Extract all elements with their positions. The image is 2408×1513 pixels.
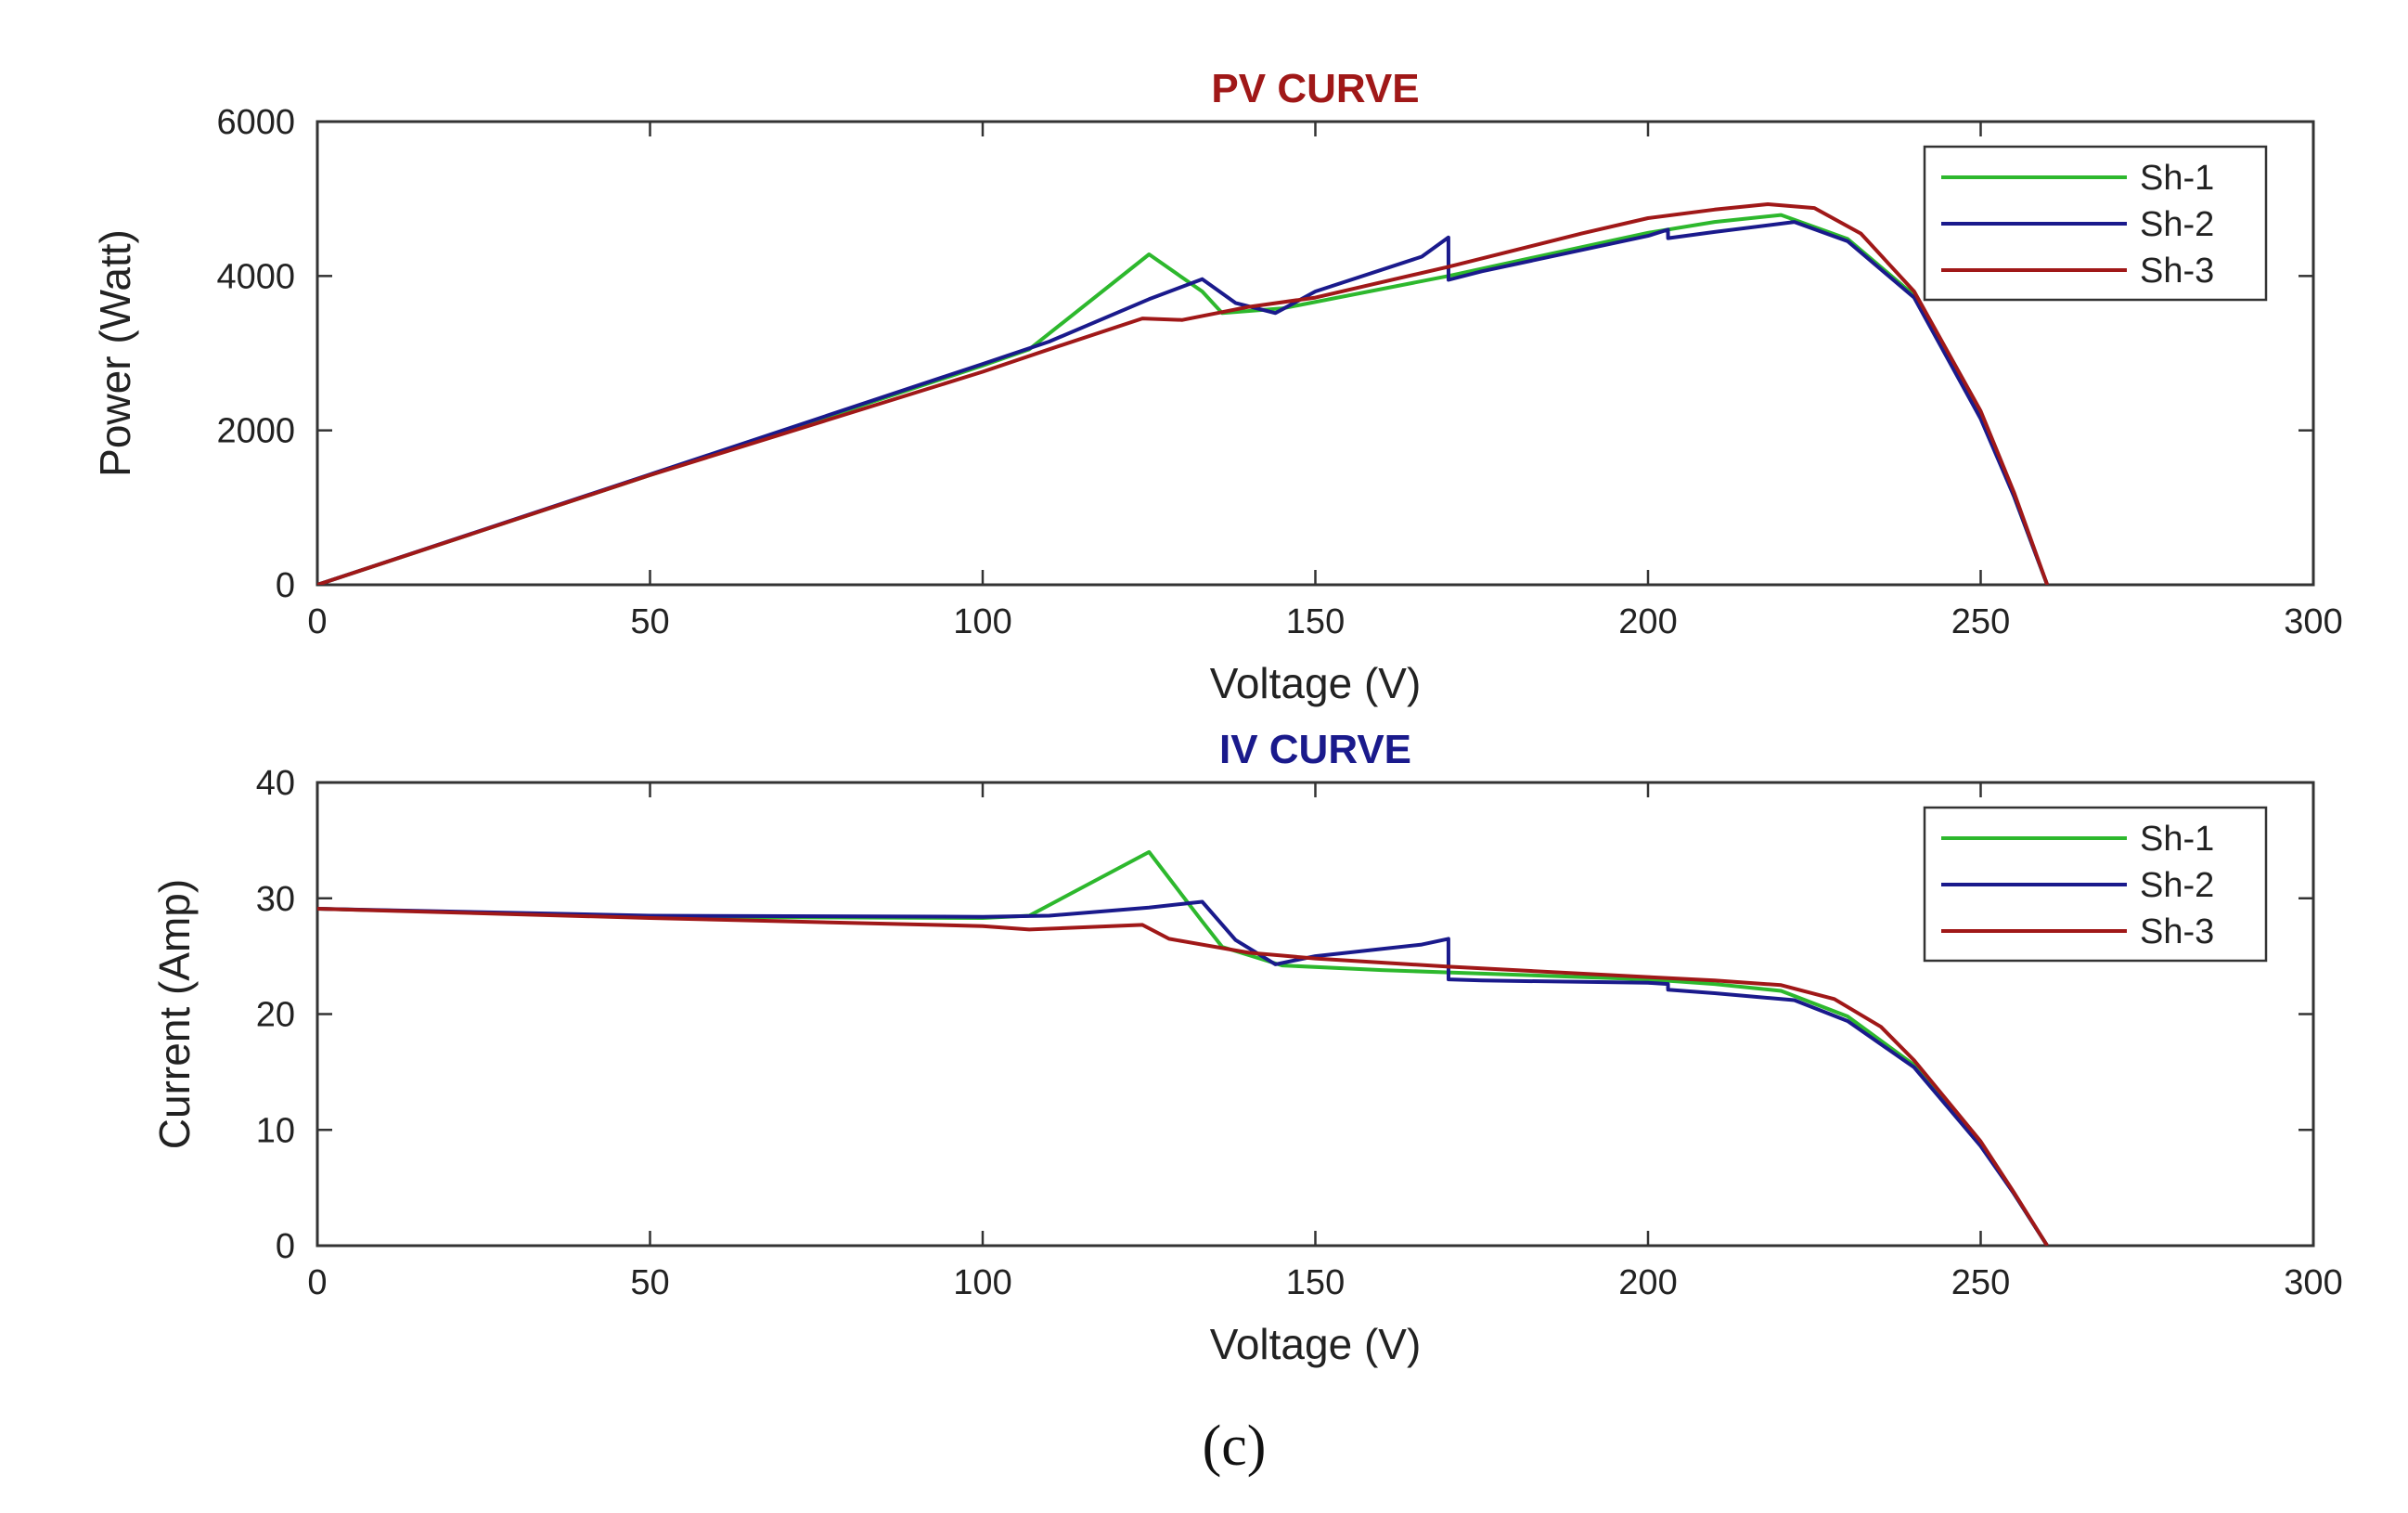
legend-label-sh-2: Sh-2 (2140, 866, 2214, 905)
y-tick-label: 20 (256, 996, 295, 1035)
x-axis-label: Voltage (V) (1210, 659, 1422, 707)
iv-curve-chart: 0 50 100 150 200 250 300 0 10 20 30 40 IV CURVE Volta… (150, 727, 2343, 1368)
legend-label-sh-1: Sh-1 (2140, 820, 2214, 859)
x-tick-label: 50 (630, 602, 669, 641)
legend-label-sh-2: Sh-2 (2140, 205, 2214, 244)
series-group (317, 202, 2050, 585)
x-tick-label: 200 (1618, 1263, 1677, 1302)
legend: Sh-1 Sh-2 Sh-3 (1923, 145, 2268, 302)
y-tick-label: 40 (256, 764, 295, 803)
y-tick-label: 0 (276, 1227, 295, 1266)
series-line-sh-2 (317, 220, 2050, 585)
y-tick-label: 10 (256, 1111, 295, 1150)
x-tick-label: 300 (2284, 602, 2342, 641)
y-tick-label: 0 (276, 566, 295, 605)
series-group (317, 849, 2049, 1246)
y-tick-label: 30 (256, 880, 295, 919)
legend: Sh-1 Sh-2 Sh-3 (1923, 806, 2268, 963)
x-axis-label: Voltage (V) (1210, 1320, 1422, 1368)
x-tick-label: 100 (953, 602, 1011, 641)
legend-label-sh-3: Sh-3 (2140, 252, 2214, 291)
x-tick-label: 250 (1951, 1263, 2010, 1302)
series-line-sh-3 (317, 907, 2049, 1246)
x-tick-label: 0 (307, 602, 327, 641)
y-tick-label: 4000 (216, 257, 295, 296)
y-axis-label: Power (Watt) (91, 229, 139, 477)
x-tick-label: 250 (1951, 602, 2010, 641)
chart-title: IV CURVE (1219, 727, 1411, 772)
x-tick-label: 100 (953, 1263, 1011, 1302)
x-tick-label: 0 (307, 1263, 327, 1302)
legend-label-sh-1: Sh-1 (2140, 159, 2214, 198)
x-tick-label: 150 (1286, 602, 1345, 641)
x-tick-label: 200 (1618, 602, 1677, 641)
x-tick-label: 300 (2284, 1263, 2342, 1302)
y-tick-label: 6000 (216, 103, 295, 142)
figure-caption: (c) (1203, 1415, 1267, 1478)
chart-title: PV CURVE (1211, 66, 1419, 111)
x-tick-label: 150 (1286, 1263, 1345, 1302)
legend-label-sh-3: Sh-3 (2140, 912, 2214, 951)
series-line-sh-3 (317, 202, 2050, 585)
pv-curve-chart: 0 50 100 150 200 250 300 0 2000 4000 6000 PV CURVE V… (91, 66, 2343, 707)
x-tick-label: 50 (630, 1263, 669, 1302)
y-axis-label: Current (Amp) (150, 879, 199, 1149)
y-tick-label: 2000 (216, 412, 295, 451)
series-line-sh-2 (317, 899, 2049, 1246)
